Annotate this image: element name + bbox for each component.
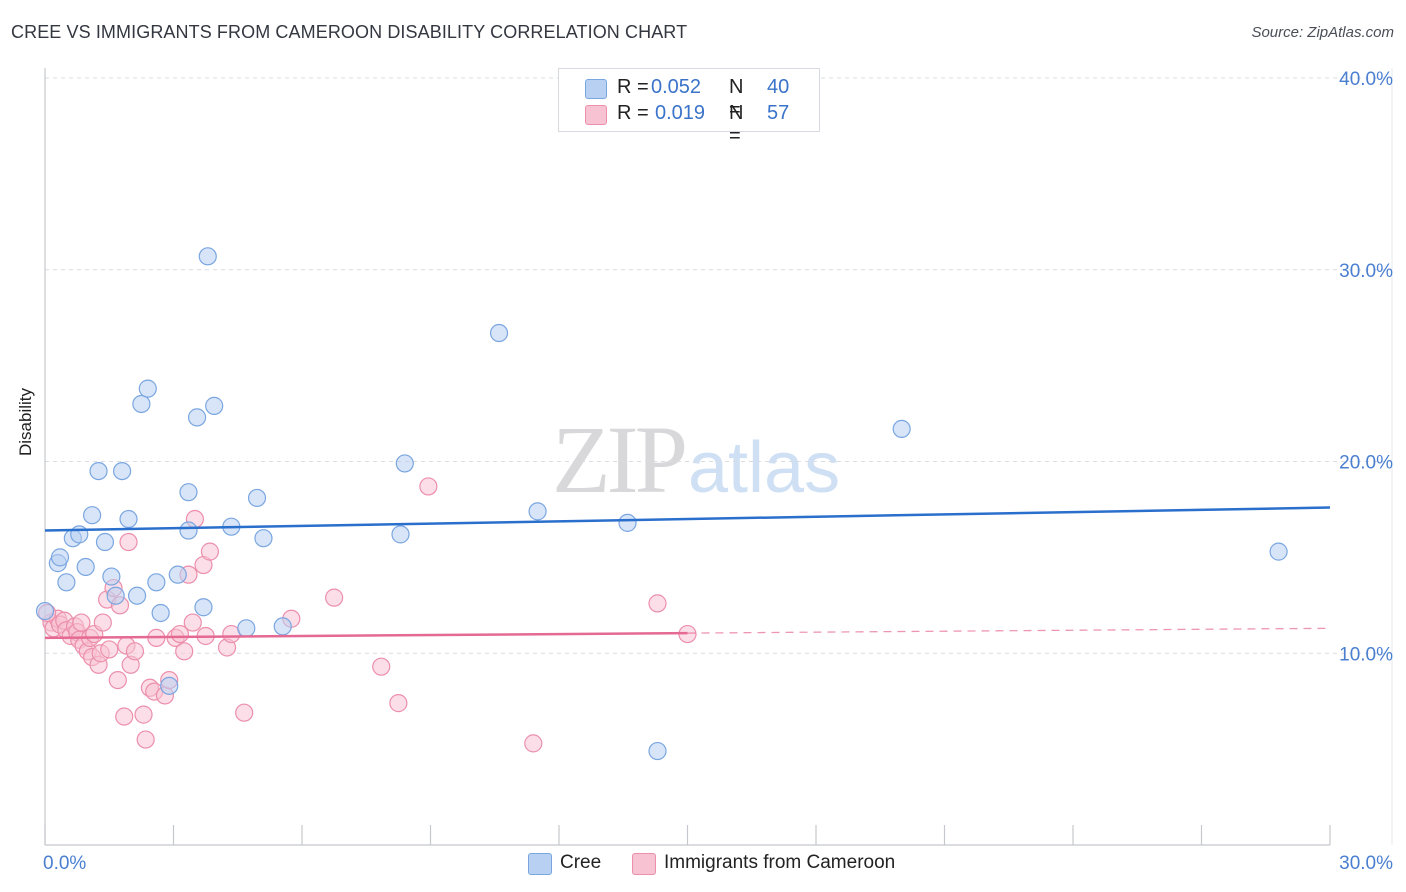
- cree-point: [254, 529, 273, 548]
- y-axis-label: Disability: [16, 387, 35, 456]
- cameroon-point: [170, 624, 190, 644]
- cree-point: [205, 396, 224, 415]
- cree-point: [179, 483, 198, 502]
- cree-point: [194, 598, 213, 617]
- cree-point: [138, 379, 157, 398]
- cameroon-point: [200, 542, 220, 561]
- cree-point: [179, 521, 198, 540]
- legend-cameroon-swatch: [632, 853, 656, 875]
- cameroon-point: [175, 642, 194, 661]
- cree-trend-line: [44, 506, 1331, 532]
- cree-point: [127, 586, 147, 605]
- cree-point: [1269, 542, 1288, 561]
- source-label: Source: ZipAtlas.com: [1251, 24, 1394, 41]
- cree-point: [237, 619, 256, 638]
- cameroon-point: [119, 532, 138, 552]
- cree-point: [89, 461, 108, 481]
- cameroon-point: [100, 640, 119, 659]
- cree-point: [187, 408, 207, 427]
- cree-point: [273, 617, 292, 636]
- cameroon-point: [325, 588, 344, 607]
- y-tick-label: 40.0%: [1339, 69, 1393, 90]
- cameroon-point: [72, 613, 91, 632]
- cree-point: [892, 419, 911, 439]
- cameroon-r-label: R =: [617, 102, 649, 124]
- cameroon-r-value: 0.019: [655, 102, 706, 124]
- x-tick-label: 0.0%: [43, 853, 86, 874]
- cameroon-n-label: N =: [729, 102, 744, 147]
- cree-point: [50, 548, 70, 567]
- cree-point: [395, 454, 414, 473]
- y-tick-label: 20.0%: [1339, 453, 1393, 474]
- watermark-zip: ZIP: [552, 406, 688, 513]
- cree-n-label: N =: [729, 76, 744, 121]
- cameroon-point: [136, 730, 155, 749]
- legend-cree-label: Cree: [560, 852, 602, 873]
- cree-point: [151, 603, 170, 623]
- cree-point: [489, 323, 509, 343]
- cree-point: [160, 676, 179, 695]
- cree-point: [57, 573, 76, 592]
- cree-point: [391, 525, 410, 544]
- cameroon-point: [93, 613, 112, 632]
- cameroon-point: [115, 707, 134, 726]
- cree-point: [528, 502, 547, 521]
- cameroon-point: [419, 477, 438, 496]
- cree-point: [648, 741, 667, 761]
- cree-point: [198, 247, 217, 266]
- cameroon-trend-line: [44, 631, 688, 640]
- chart-title: CREE VS IMMIGRANTS FROM CAMEROON DISABIL…: [11, 22, 688, 42]
- cameroon-trend-line-extension: [687, 627, 1331, 634]
- cameroon-n-value: 57: [767, 102, 790, 124]
- cameroon-point: [235, 703, 254, 722]
- cree-point: [168, 565, 187, 584]
- cameroon-point: [125, 642, 145, 661]
- cree-point: [106, 586, 125, 605]
- cree-point: [147, 573, 166, 592]
- cree-point: [70, 525, 89, 544]
- cree-point: [247, 488, 267, 508]
- x-tick-label: 30.0%: [1339, 853, 1393, 874]
- legend-cree-swatch: [528, 853, 552, 875]
- cree-point: [132, 394, 151, 414]
- cameroon-point: [372, 657, 391, 676]
- cree-r-value: 0.052: [651, 76, 702, 98]
- cree-n-value: 40: [767, 76, 790, 98]
- cree-point: [618, 513, 637, 532]
- cree-point: [102, 567, 121, 586]
- stats-legend: R = 0.052 N = 40 R = 0.019 N = 57: [558, 68, 820, 147]
- cameroon-point: [134, 705, 153, 724]
- cree-point: [35, 601, 55, 621]
- cameroon-point: [389, 694, 408, 713]
- cree-r-label: R =: [617, 76, 649, 98]
- watermark-atlas: atlas: [688, 428, 841, 508]
- cree-point: [95, 532, 115, 552]
- watermark: ZIPatlas: [552, 404, 840, 515]
- cree-point: [76, 557, 95, 577]
- cameroon-swatch: [585, 105, 607, 125]
- cameroon-point: [108, 670, 127, 690]
- legend-cameroon-label: Immigrants from Cameroon: [664, 852, 896, 873]
- cameroon-point: [524, 734, 543, 753]
- cameroon-point: [183, 613, 202, 632]
- cree-point: [83, 506, 102, 525]
- cree-point: [112, 461, 132, 481]
- cree-point: [119, 509, 138, 529]
- y-tick-label: 10.0%: [1339, 644, 1393, 665]
- cameroon-point: [648, 594, 667, 613]
- y-tick-label: 30.0%: [1339, 261, 1393, 282]
- cree-swatch: [585, 79, 607, 99]
